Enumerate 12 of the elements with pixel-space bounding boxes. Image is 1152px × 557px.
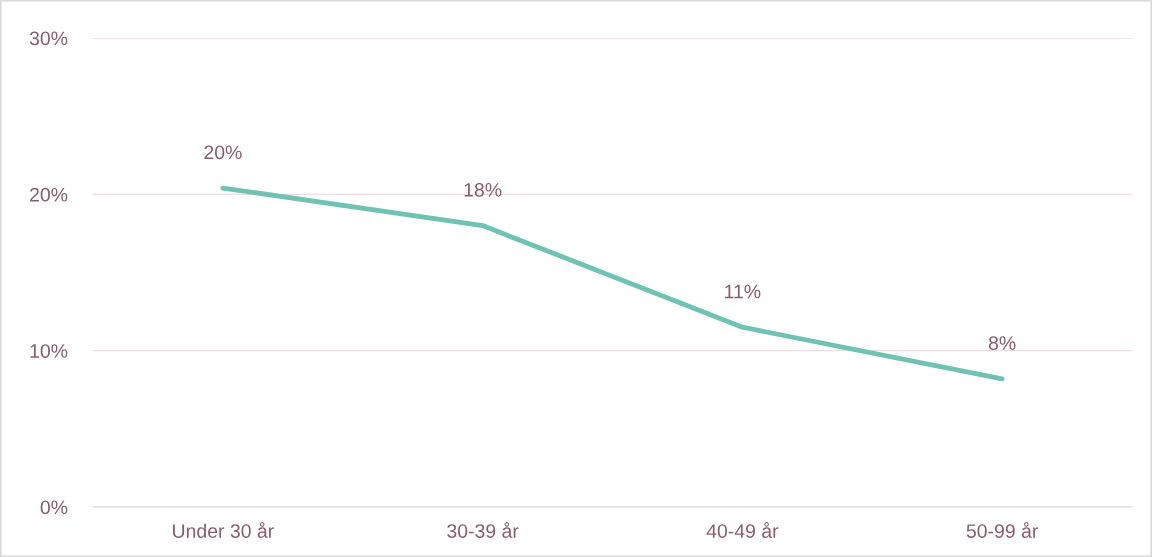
- y-tick-label: 0%: [40, 500, 68, 515]
- data-label: 18%: [464, 182, 502, 197]
- x-tick-label: 50-99 år: [966, 522, 1039, 538]
- data-label: 8%: [988, 336, 1016, 350]
- x-tick-label: Under 30 år: [173, 522, 274, 538]
- data-label: 11%: [725, 284, 761, 299]
- y-tick-label: 10%: [30, 344, 68, 358]
- y-tick-label: 30%: [29, 31, 68, 46]
- x-tick-label: 40-49 år: [706, 522, 779, 538]
- data-label: 20%: [204, 145, 242, 160]
- y-tick-label: 20%: [30, 187, 68, 202]
- x-tick-label: 30-39 år: [447, 522, 519, 538]
